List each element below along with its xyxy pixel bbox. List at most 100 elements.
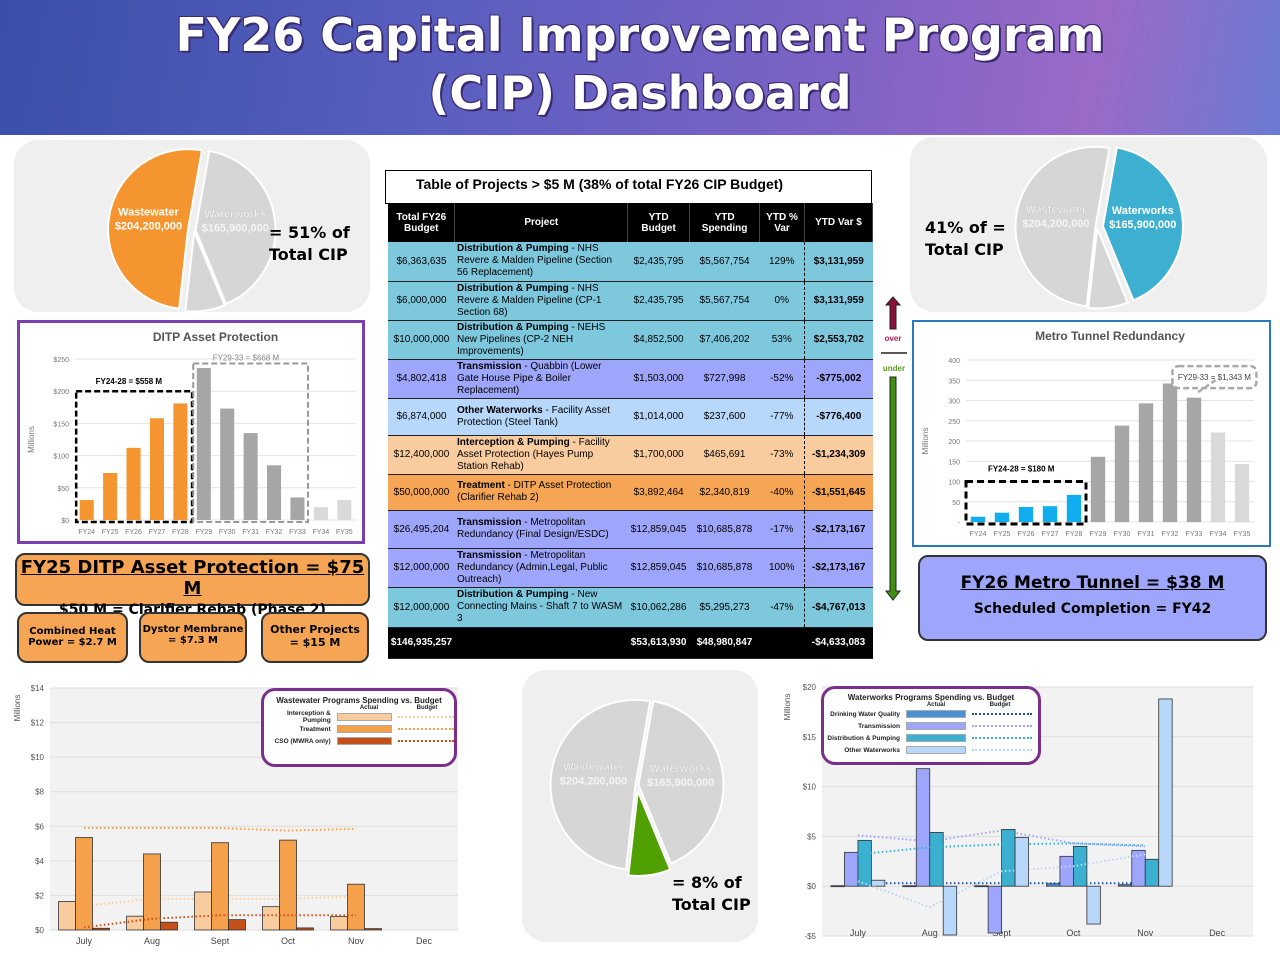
- x-tick-label: Dec: [416, 936, 433, 946]
- bar-fy30: [1114, 425, 1130, 522]
- cell-ytd-var: -$1,551,645: [803, 474, 873, 511]
- item-line: Combined Heat: [29, 626, 116, 637]
- legend-item: Treatment: [264, 723, 454, 735]
- cell-budget: $50,000,000: [388, 474, 455, 511]
- y-axis-label: Millions: [13, 695, 22, 722]
- pie-slice-wastewater: [1014, 145, 1111, 308]
- y-tick-label: 150: [948, 459, 960, 466]
- waterworks-legend: Waterworks Programs Spending vs. Budget …: [821, 686, 1041, 765]
- table-row: $12,000,000 Transmission - Metropolitan …: [388, 548, 873, 588]
- cell-ytd-spending: $7,406,202: [689, 320, 760, 360]
- legend-label: Distribution & Pumping: [827, 734, 900, 742]
- cell-project-desc: - Metropolitan Redundancy (Final Design/…: [456, 517, 609, 540]
- ditp-bar-chart: DITP Asset Protection Millions $0 $50 $100 $1…: [27, 330, 356, 536]
- legend-label: Treatment: [299, 725, 331, 733]
- legend-swatch: [906, 722, 966, 730]
- legend-label: Other Waterworks: [844, 746, 900, 754]
- legend-item: Distribution & Pumping: [824, 732, 1038, 744]
- cell-program: Distribution & Pumping: [456, 589, 569, 600]
- cell-program: Interception & Pumping: [456, 436, 570, 448]
- cell-budget: $26,495,204: [388, 510, 455, 549]
- bar-distribution-pumping-aug: [929, 832, 944, 887]
- x-tick-label: Aug: [144, 936, 160, 946]
- cell-ytd-budget: $1,700,000: [627, 435, 690, 475]
- cell-budget: $6,363,635: [388, 242, 455, 282]
- bar-fy32: [1162, 383, 1178, 522]
- bar-fy27: [149, 418, 164, 520]
- waterworks-spending-chart: Millions-$5$0$5$10$15$20JulyAugSeptOctNo…: [783, 683, 1253, 941]
- legend-header-budget: Budget: [989, 702, 1011, 708]
- dashboard-header: FY26 Capital Improvement Program (CIP) D…: [0, 0, 1280, 135]
- pie-slice-other: [1087, 228, 1129, 310]
- bar-cso-mwra-only--sept: [228, 919, 246, 931]
- under-arrow-icon: [884, 376, 902, 601]
- x-tick-label: FY35: [336, 529, 353, 536]
- pie-label-value: $165,900,000: [647, 777, 714, 789]
- legend-budget-line: [398, 716, 454, 718]
- cell-ytd-var: $3,131,959: [803, 242, 873, 282]
- bar-other-waterworks-sept: [1014, 836, 1029, 887]
- table-row: $6,874,000 Other Waterworks - Facility A…: [388, 398, 873, 436]
- budget-line-other-waterworks: [857, 853, 1146, 909]
- bar-fy25: [103, 472, 118, 520]
- cell-budget: $6,874,000: [388, 398, 455, 436]
- cell-ytd-pct: 129%: [759, 242, 805, 282]
- pie-label-value: $165,900,000: [1109, 219, 1176, 231]
- cell-project-desc: - NEHS New Pipelines (CP-2 NEH Improveme…: [456, 321, 606, 357]
- cell-ytd-var: $2,553,702: [803, 320, 873, 360]
- pie-label-name: Wastewater: [563, 762, 624, 774]
- y-axis-label: Millions: [783, 694, 792, 721]
- x-tick-label: Sept: [211, 936, 230, 946]
- y-tick-label: 300: [948, 399, 960, 406]
- cell-project: Transmission - Metropolitan Redundancy (…: [454, 548, 628, 588]
- cell-project: Distribution & Pumping - NEHS New Pipeli…: [454, 320, 628, 360]
- bar-transmission-oct: [1059, 855, 1074, 887]
- bar-transmission-aug: [915, 768, 931, 887]
- table-row: $26,495,204 Transmission - Metropolitan …: [388, 510, 873, 549]
- cell-ytd-var: -$1,234,309: [803, 435, 873, 475]
- legend-item: Transmission: [824, 720, 1038, 732]
- y-axis-label: Millions: [921, 428, 930, 455]
- bar-fy24: [79, 500, 94, 520]
- bar-drinking-water-quality-sept: [974, 885, 989, 888]
- bar-interception-pumping-sept: [194, 891, 212, 931]
- cell-program: Other Waterworks: [456, 404, 543, 416]
- bar-fy25: [994, 512, 1010, 522]
- wastewater-share-pie: Waterworks $165,900,000 Wastewater $204,200…: [107, 148, 277, 313]
- legend-swatch: [336, 713, 393, 721]
- over-arrow-icon: [884, 296, 902, 330]
- y-tick-label: 250: [948, 419, 960, 426]
- x-tick-label: FY33: [1186, 531, 1203, 538]
- cell-project: Other Waterworks - Facility Asset Protec…: [454, 398, 628, 436]
- bar-fy26: [1018, 507, 1034, 522]
- metro-chart-panel: Metro Tunnel Redundancy Millions - 50 100 150…: [912, 320, 1271, 547]
- legend-swatch: [906, 710, 966, 718]
- cell-project-desc: - Metropolitan Redundancy (Admin,Legal, …: [456, 549, 608, 585]
- bar-transmission-nov: [1131, 849, 1146, 887]
- y-tick-label: 350: [948, 378, 960, 385]
- cell-program: Distribution & Pumping: [456, 243, 569, 255]
- pie-label-value: $165,900,000: [202, 223, 269, 235]
- cell-ytd-pct: 53%: [759, 320, 805, 360]
- pie-label-name: Wastewater: [1026, 204, 1087, 216]
- metro-summary-title: FY26 Metro Tunnel = $38 M: [960, 573, 1225, 593]
- table-title: Table of Projects > $5 M (38% of total F…: [385, 170, 872, 204]
- y-tick-label: $10: [31, 753, 45, 762]
- x-tick-label: FY31: [1138, 531, 1155, 538]
- fy24-28-annotation: FY24-28 = $558 M: [96, 377, 163, 386]
- bar-fy24: [970, 516, 986, 522]
- legend-item: Drinking Water Quality: [824, 708, 1038, 720]
- item-line: = $7.3 M: [168, 635, 218, 646]
- y-tick-label: $0: [807, 882, 816, 891]
- chart-title: DITP Asset Protection: [153, 330, 278, 344]
- cell-program: Treatment: [456, 480, 505, 491]
- x-tick-label: FY27: [1042, 531, 1059, 538]
- bar-treatment-sept: [211, 842, 229, 931]
- bar-fy34: [1210, 432, 1226, 522]
- bar-other-waterworks-aug: [942, 885, 958, 936]
- bar-cso-mwra-only--oct: [296, 927, 314, 931]
- cell-ytd-budget: $12,859,045: [627, 510, 690, 549]
- bar-distribution-pumping-oct: [1073, 845, 1088, 887]
- bar-fy28: [173, 403, 188, 520]
- fy29-33-callout: [1171, 364, 1258, 390]
